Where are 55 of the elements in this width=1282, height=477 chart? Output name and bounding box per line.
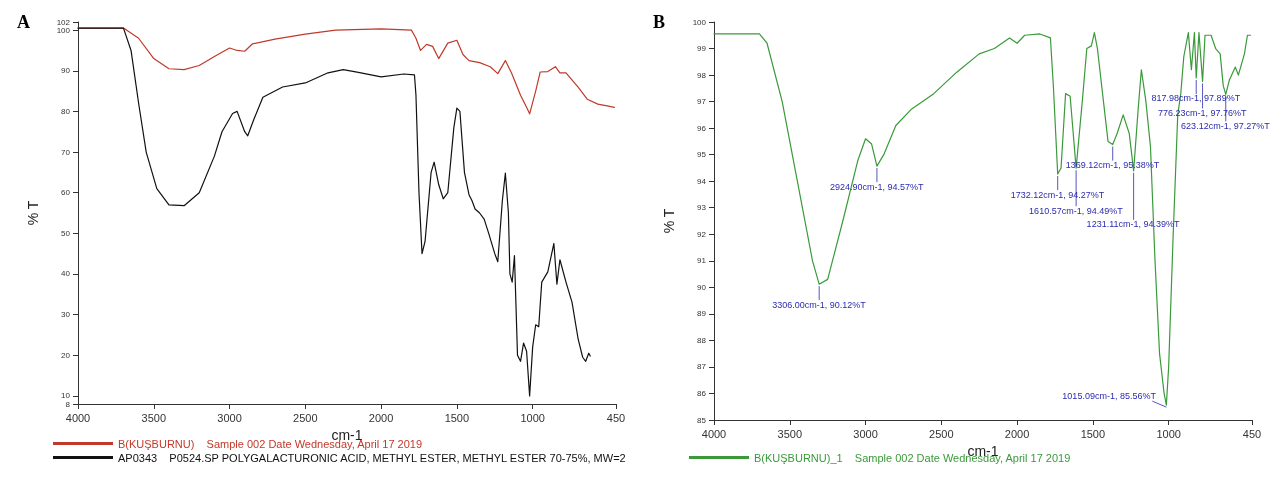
annotation: 1732.12cm-1, 94.27%T	[1010, 189, 1105, 200]
y-tick-label: 40	[61, 269, 71, 279]
y-tick-label: 85	[697, 415, 707, 425]
y-tick-label: 10	[61, 391, 71, 401]
y-axis-title: % T	[25, 200, 41, 226]
y-tick-label: 90	[697, 282, 707, 292]
line-series	[77, 27, 591, 397]
y-tick-label: 30	[61, 310, 71, 320]
y-tick-label: 96	[697, 123, 707, 133]
x-tick-label: 450	[1242, 427, 1262, 440]
y-tick-label: 70	[61, 147, 71, 157]
x-tick-label: 3500	[141, 411, 167, 424]
y-tick-label: 87	[697, 362, 707, 372]
x-tick-label: 1500	[1080, 427, 1106, 440]
y-tick-label: 89	[697, 309, 707, 319]
y-axis-title: % T	[661, 208, 677, 234]
text: AP0343 P0524.SP POLYGALACTURONIC ACID, METHYL ESTER, METHYL ESTER 70-75%, MW=2	[118, 451, 626, 464]
annotation: 3306.00cm-1, 90.12%T	[772, 299, 867, 310]
x-tick-label: 3500	[777, 427, 803, 440]
x-tick-label: 1000	[520, 411, 545, 424]
x-tick-label: 1000	[1156, 427, 1181, 440]
y-tick-label: 60	[61, 188, 71, 198]
y-tick-label: 20	[61, 350, 71, 360]
y-tick-label: 8	[65, 399, 71, 409]
x-tick-label: 2000	[1004, 427, 1030, 440]
y-tick-label: 98	[697, 70, 707, 80]
x-tick-label: 2500	[929, 427, 954, 440]
x-tick-label: 2500	[293, 411, 318, 424]
x-tick-label: 450	[606, 411, 626, 424]
y-tick-label: 100	[692, 17, 707, 27]
y-tick-label: 102	[56, 17, 71, 27]
x-tick-label: 4000	[701, 427, 727, 440]
chart-title: B	[653, 12, 666, 32]
y-tick-label: 91	[697, 256, 707, 266]
x-tick-label: 4000	[65, 411, 91, 424]
x-tick-label: 3000	[853, 427, 878, 440]
y-tick-label: 94	[697, 176, 707, 186]
y-tick-label: 93	[697, 203, 707, 213]
y-tick-label: 95	[697, 150, 707, 160]
annotation: 623.12cm-1, 97.27%T	[1181, 120, 1271, 131]
y-tick-label: 90	[61, 66, 71, 76]
y-tick-label: 100	[56, 25, 71, 35]
y-tick-label: 88	[697, 335, 707, 345]
x-tick-label: 3000	[217, 411, 242, 424]
x-tick-label: 1500	[444, 411, 470, 424]
y-tick-label: 92	[697, 229, 707, 239]
y-tick-label: 86	[697, 388, 707, 398]
y-tick-label: 50	[61, 228, 71, 238]
y-tick-label: 80	[61, 106, 71, 116]
y-tick-label: 97	[697, 97, 707, 107]
chart-title: A	[17, 12, 30, 32]
x-tick-label: 2000	[368, 411, 394, 424]
y-tick-label: 99	[697, 44, 707, 54]
annotation: 1015.09cm-1, 85.56%T	[1062, 390, 1157, 401]
annotation: 1610.57cm-1, 94.49%T	[1029, 205, 1124, 216]
